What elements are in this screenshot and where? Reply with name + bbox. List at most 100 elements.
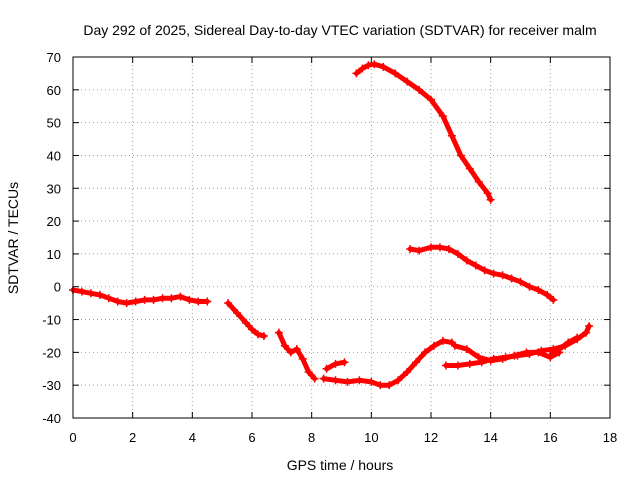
data-point xyxy=(394,376,403,385)
y-tick-label: -10 xyxy=(42,313,61,328)
data-point xyxy=(456,151,465,160)
data-point xyxy=(77,287,86,296)
x-tick-label: 16 xyxy=(543,430,557,445)
series-arc-4 xyxy=(322,358,349,373)
data-point xyxy=(104,294,113,303)
data-point xyxy=(498,271,507,280)
data-point xyxy=(421,348,430,357)
data-point xyxy=(253,330,262,339)
data-point xyxy=(555,345,564,354)
x-tick-label: 2 xyxy=(129,430,136,445)
data-point xyxy=(167,294,176,303)
data-point xyxy=(379,62,388,71)
data-point xyxy=(453,249,462,258)
data-point xyxy=(462,345,471,354)
data-point xyxy=(534,286,543,295)
data-point xyxy=(343,377,352,386)
data-point xyxy=(474,177,483,186)
data-point xyxy=(516,277,525,286)
data-point xyxy=(427,95,435,104)
data-point xyxy=(438,112,447,121)
data-point xyxy=(248,325,256,334)
y-tick-label: 10 xyxy=(47,247,61,262)
grid xyxy=(72,56,611,419)
y-tick-label: 60 xyxy=(47,83,61,98)
data-point xyxy=(322,364,331,373)
data-point xyxy=(274,328,283,337)
data-point xyxy=(331,359,340,368)
data-point xyxy=(582,328,591,337)
data-point xyxy=(486,195,495,204)
data-point xyxy=(331,376,340,385)
data-point xyxy=(465,164,474,173)
data-point xyxy=(427,243,435,252)
data-point xyxy=(95,290,104,299)
x-axis-label: GPS time / hours xyxy=(287,457,394,473)
series-line xyxy=(547,335,580,359)
data-point xyxy=(480,266,489,275)
data-point xyxy=(131,297,140,306)
series-arc-6 xyxy=(352,60,495,204)
data-point xyxy=(429,341,438,350)
series-arc-10 xyxy=(546,333,582,360)
data-point xyxy=(406,244,415,253)
series-line xyxy=(70,287,210,306)
data-point xyxy=(453,361,462,370)
y-tick-label: -30 xyxy=(42,378,61,393)
series-arc-5 xyxy=(319,336,456,390)
data-point xyxy=(441,361,450,370)
data-point xyxy=(185,295,194,304)
series-arc-3 xyxy=(274,328,319,383)
chart-title: Day 292 of 2025, Sidereal Day-to-day VTE… xyxy=(83,22,596,38)
data-point xyxy=(358,64,367,73)
data-point xyxy=(86,289,95,298)
data-point xyxy=(525,282,534,291)
data-point xyxy=(415,246,424,255)
data-point xyxy=(403,368,412,377)
x-tick-label: 14 xyxy=(483,430,497,445)
data-point xyxy=(140,295,149,304)
data-point xyxy=(543,290,552,299)
data-point xyxy=(444,244,453,253)
data-point xyxy=(176,292,185,301)
data-point xyxy=(340,358,349,367)
data-point xyxy=(450,341,459,350)
data-point xyxy=(522,348,531,357)
data-point xyxy=(292,345,301,354)
data-point xyxy=(447,131,456,140)
x-tick-label: 6 xyxy=(248,430,255,445)
y-axis-label: SDTVAR / TECUs xyxy=(5,182,21,294)
y-tick-label: -40 xyxy=(42,411,61,426)
y-tick-label: 40 xyxy=(47,148,61,163)
data-point xyxy=(224,299,233,308)
data-point xyxy=(242,318,251,327)
data-point xyxy=(370,60,379,69)
data-point xyxy=(483,189,492,198)
data-point xyxy=(298,354,307,363)
data-point xyxy=(471,261,480,270)
data-series xyxy=(69,60,594,390)
x-tick-label: 8 xyxy=(308,430,315,445)
y-tick-label: 50 xyxy=(47,116,61,131)
data-point xyxy=(462,256,471,265)
data-point xyxy=(364,61,373,70)
data-point xyxy=(507,274,516,283)
data-point xyxy=(304,368,313,377)
data-point xyxy=(534,348,543,357)
data-point xyxy=(585,322,594,331)
x-tick-labels: 0 2 4 6 8 10 12 14 16 18 xyxy=(69,430,617,445)
data-point xyxy=(415,85,424,94)
x-tick-label: 18 xyxy=(603,430,617,445)
data-point xyxy=(233,308,242,317)
series-line xyxy=(452,343,562,364)
data-point xyxy=(319,374,328,383)
y-tick-labels: -40 -30 -20 -10 0 10 20 30 40 50 60 70 xyxy=(42,50,61,426)
data-point xyxy=(573,333,582,342)
data-point xyxy=(310,374,319,383)
data-point xyxy=(194,297,203,306)
data-point xyxy=(403,77,412,86)
data-point xyxy=(564,338,573,347)
data-point xyxy=(385,381,394,390)
